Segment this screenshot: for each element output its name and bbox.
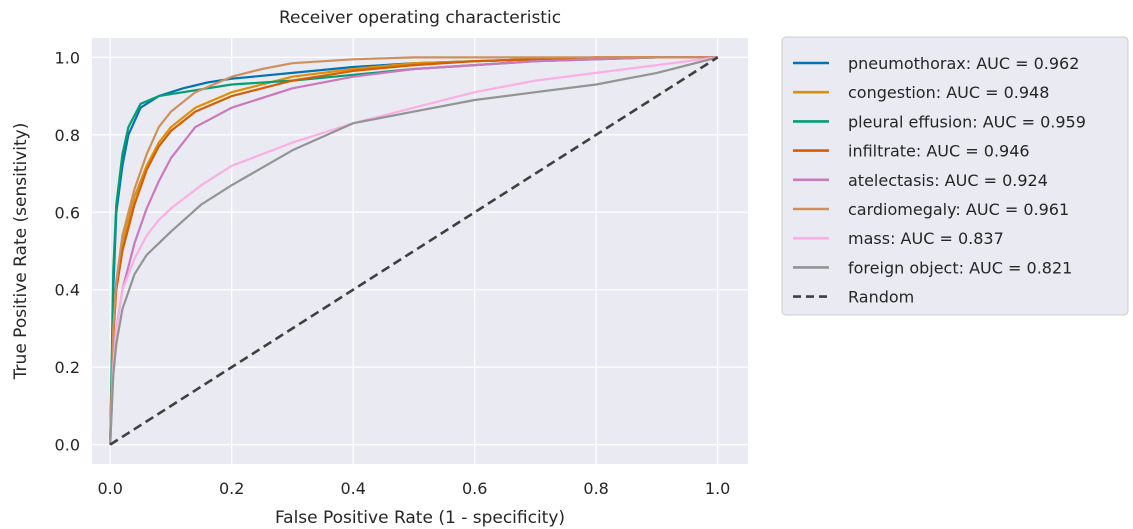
legend-frame (781, 36, 1129, 316)
y-tick-label: 0.4 (55, 281, 80, 300)
legend-label-cardiomegaly: cardiomegaly: AUC = 0.961 (848, 200, 1069, 219)
y-tick-label: 0.6 (55, 203, 80, 222)
legend-label-pleural-effusion: pleural effusion: AUC = 0.959 (848, 112, 1086, 131)
legend: pneumothorax: AUC = 0.962 congestion: AUC… (781, 36, 1129, 316)
grid-lines (92, 38, 748, 464)
series-line-mass (109, 56, 718, 445)
legend-label-foreign-object: foreign object: AUC = 0.821 (848, 258, 1072, 277)
legend-label-congestion: congestion: AUC = 0.948 (848, 83, 1049, 102)
x-tick-label: 1.0 (705, 479, 730, 498)
plot-background (92, 38, 748, 464)
series-layer (109, 56, 719, 446)
y-tick-labels: 0.0 0.2 0.4 0.6 0.8 1.0 (55, 48, 80, 454)
series-line-foreign-object (109, 56, 718, 445)
y-tick-label: 1.0 (55, 48, 80, 67)
x-tick-labels: 0.0 0.2 0.4 0.6 0.8 1.0 (97, 479, 730, 498)
legend-label-mass: mass: AUC = 0.837 (848, 229, 1004, 248)
x-tick-label: 0.4 (340, 479, 365, 498)
x-tick-label: 0.8 (583, 479, 608, 498)
legend-label-pneumothorax: pneumothorax: AUC = 0.962 (848, 54, 1079, 73)
y-tick-label: 0.0 (55, 436, 80, 455)
legend-label-atelectasis: atelectasis: AUC = 0.924 (848, 171, 1048, 190)
y-tick-label: 0.2 (55, 358, 80, 377)
x-tick-label: 0.0 (97, 479, 122, 498)
legend-label-infiltrate: infiltrate: AUC = 0.946 (848, 142, 1030, 161)
x-tick-label: 0.6 (462, 479, 487, 498)
series-line-cardiomegaly (109, 56, 718, 445)
series-line-random (109, 56, 719, 446)
y-tick-label: 0.8 (55, 126, 80, 145)
y-axis-title: True Positive Rate (sensitivity) (11, 123, 31, 381)
legend-label-random: Random (848, 288, 914, 307)
chart-title: Receiver operating characteristic (279, 8, 561, 28)
x-axis-title: False Positive Rate (1 - specificity) (275, 508, 565, 528)
series-line-infiltrate (109, 56, 718, 445)
x-tick-label: 0.2 (219, 479, 244, 498)
